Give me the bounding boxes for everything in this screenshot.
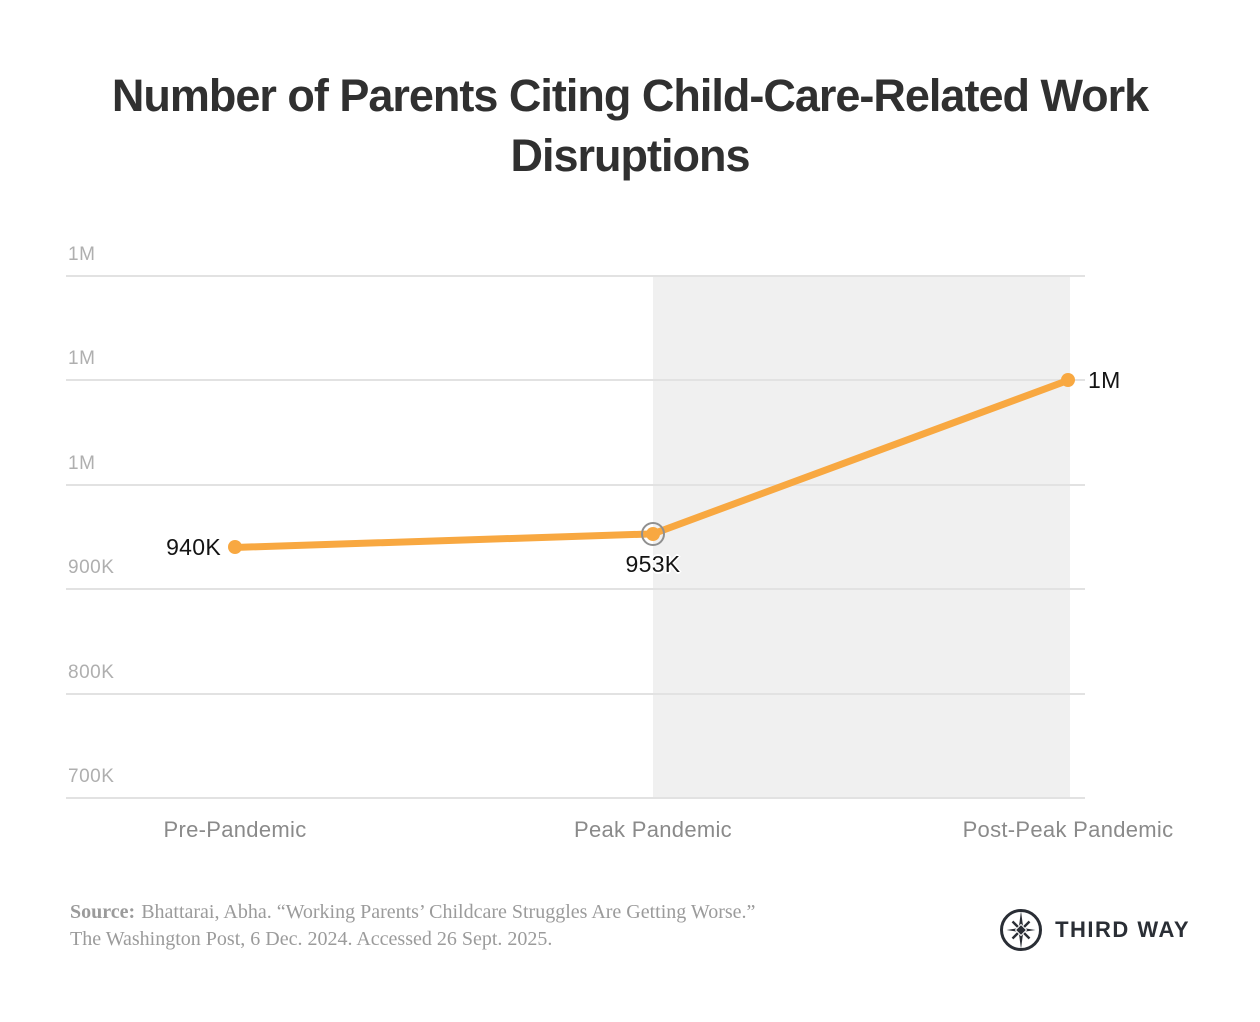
source-text-line-1: Bhattarai, Abha. “Working Parents’ Child… [141, 901, 756, 923]
gridline [66, 379, 1085, 382]
gridline [66, 692, 1085, 695]
source-citation: Source: Bhattarai, Abha. “Working Parents… [70, 899, 930, 953]
data-point-label-peak-pandemic: 953K [625, 550, 681, 577]
x-axis-label-pre-pandemic: Pre-Pandemic [163, 817, 307, 842]
data-point-label-pre-pandemic: 940K [166, 534, 221, 561]
compass-star-icon [1000, 909, 1043, 951]
y-axis-tick-label: 1M [68, 244, 96, 265]
chart-title: Number of Parents Citing Child-Care-Rela… [0, 66, 1260, 186]
data-point-peak-pandemic [646, 526, 660, 541]
x-axis-label-post-peak-pandemic: Post-Peak Pandemic [962, 817, 1174, 842]
third-way-logo: THIRD WAY [998, 906, 1190, 954]
y-axis-tick-label: 900K [68, 557, 115, 579]
selected-point-ring [641, 521, 665, 546]
chart-title-line-1: Number of Parents Citing Child-Care-Rela… [111, 70, 1149, 121]
y-axis-tick-label: 1M [68, 348, 96, 370]
data-point-pre-pandemic [228, 540, 242, 555]
gridline [66, 483, 1085, 486]
y-axis-tick-label: 800K [68, 661, 115, 683]
source-line-1: Source: Bhattarai, Abha. “Working Parents… [70, 899, 930, 926]
source-label: Source: [70, 901, 136, 923]
chart-title-line-2: Disruptions [510, 130, 750, 181]
data-point-label-post-peak-pandemic: 1M [1088, 367, 1121, 394]
gridline [66, 275, 1085, 277]
x-axis-label-peak-pandemic: Peak Pandemic [574, 817, 732, 842]
gridline [66, 797, 1085, 799]
shaded-region-peak-pandemic-to-post-peak-pandemic [653, 276, 1070, 798]
y-axis-tick-label: 700K [68, 766, 115, 787]
y-axis-tick-label: 1M [68, 452, 96, 474]
logo-wordmark: THIRD WAY [1055, 917, 1190, 942]
source-text-line-2: The Washington Post, 6 Dec. 2024. Access… [70, 928, 553, 950]
line-chart-plot-area: 1M 1M 1M 900K 800K 700K 940K 953K 1M Pre-Pandemic… [66, 244, 1173, 842]
gridline [66, 588, 1085, 591]
data-point-post-peak-pandemic [1061, 373, 1075, 388]
